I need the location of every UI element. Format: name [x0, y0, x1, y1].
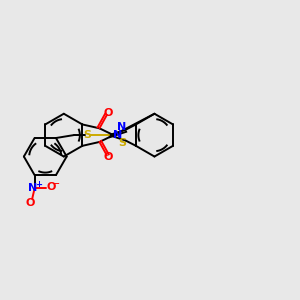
Text: −: − — [52, 178, 59, 188]
Text: N: N — [28, 183, 38, 194]
Text: N: N — [117, 122, 127, 132]
Text: O: O — [46, 182, 56, 192]
Text: O: O — [104, 152, 113, 162]
Text: O: O — [25, 198, 34, 208]
Text: N: N — [113, 130, 122, 140]
Text: S: S — [118, 139, 126, 148]
Text: +: + — [35, 180, 42, 189]
Text: O: O — [104, 108, 113, 118]
Text: S: S — [83, 130, 92, 140]
